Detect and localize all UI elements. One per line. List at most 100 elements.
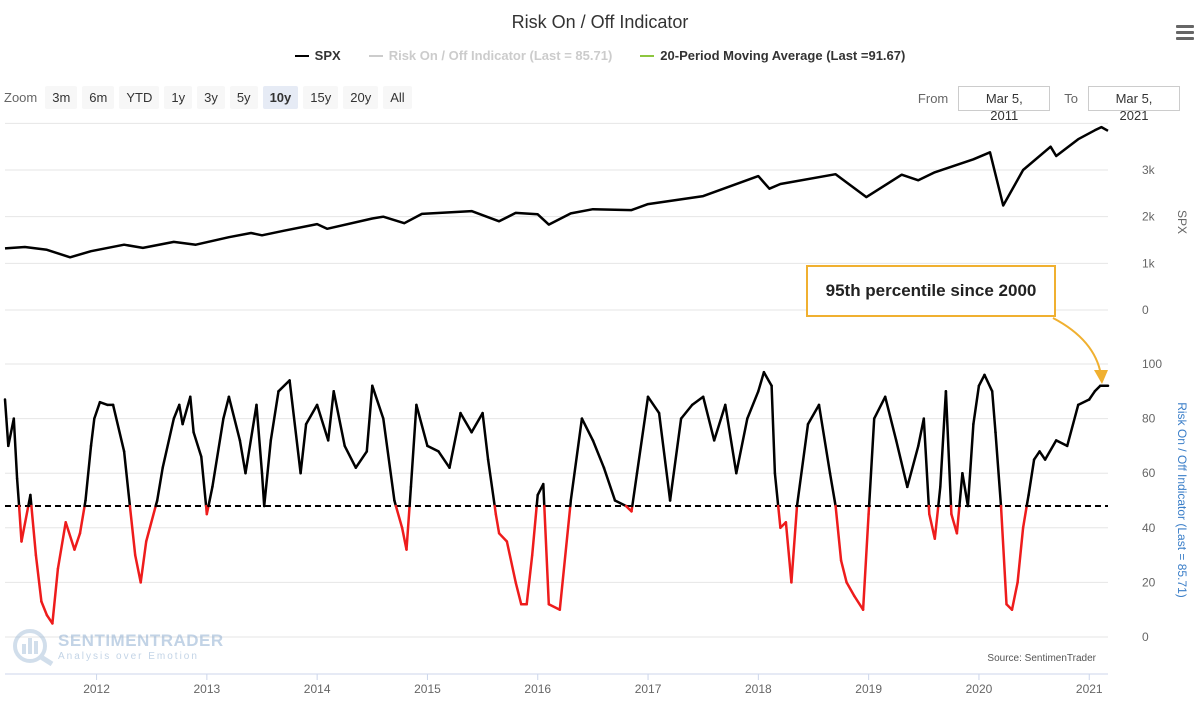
- risk-series-segment: [966, 422, 975, 508]
- legend-item-spx[interactable]: SPX: [294, 48, 341, 63]
- risk-series-segment: [493, 504, 498, 516]
- risk-series-segment: [161, 417, 176, 469]
- risk-series-segment: [15, 477, 21, 508]
- risk-series-segment: [93, 400, 102, 420]
- risk-series-segment: [365, 384, 374, 453]
- zoom-button-ytd[interactable]: YTD: [119, 86, 160, 109]
- zoom-button-3y[interactable]: 3y: [197, 86, 225, 109]
- risk-series-segment: [773, 471, 780, 508]
- x-tick-label: 2020: [966, 682, 993, 696]
- risk-series-segment: [525, 553, 534, 606]
- legend-swatch-risk-indicator: [368, 54, 383, 57]
- spx-tick-label: 2k: [1142, 210, 1156, 224]
- risk-series-segment: [1021, 504, 1028, 530]
- legend-swatch-moving-average: [640, 54, 655, 57]
- risk-series-segment: [408, 485, 413, 508]
- legend-label-spx: SPX: [314, 48, 341, 63]
- risk-series-segment: [382, 417, 396, 502]
- risk-series-segment: [746, 390, 760, 420]
- risk-series-segment: [1032, 450, 1041, 461]
- zoom-button-5y[interactable]: 5y: [229, 86, 258, 109]
- risk-series-segment: [817, 403, 832, 475]
- risk-series-segment: [580, 417, 595, 442]
- zoom-button-6m[interactable]: 6m: [82, 86, 115, 109]
- risk-tick-label: 40: [1142, 521, 1156, 535]
- x-tick-label: 2018: [745, 682, 772, 696]
- risk-tick-label: 60: [1142, 466, 1156, 480]
- risk-series-segment: [591, 439, 606, 469]
- watermark-logo-icon: [13, 629, 54, 666]
- risk-series-segment: [56, 521, 67, 571]
- risk-series-segment: [3, 398, 10, 448]
- risk-series-segment: [73, 532, 82, 551]
- risk-series-segment: [961, 471, 970, 508]
- risk-series-segment: [613, 499, 628, 508]
- series-layer: [3, 125, 1110, 625]
- risk-series-segment: [459, 411, 473, 434]
- risk-series-segment: [839, 559, 848, 584]
- legend-item-moving-average[interactable]: 20-Period Moving Average (Last =91.67): [640, 48, 905, 63]
- risk-series-segment: [315, 403, 330, 442]
- risk-series-segment: [144, 504, 157, 543]
- zoom-button-10y[interactable]: 10y: [262, 86, 299, 109]
- risk-series-segment: [30, 504, 38, 557]
- zoom-button-20y[interactable]: 20y: [343, 86, 379, 109]
- zoom-button-15y[interactable]: 15y: [303, 86, 339, 109]
- risk-series-segment: [207, 485, 214, 508]
- annotation-arrow: [1052, 317, 1102, 376]
- spx-tick-label: 1k: [1142, 256, 1156, 270]
- date-range: From Mar 5, 2011 To Mar 5, 2021: [917, 86, 1180, 123]
- zoom-button-3m[interactable]: 3m: [45, 86, 78, 109]
- annotation-callout: 95th percentile since 2000: [806, 265, 1056, 317]
- risk-series-segment: [602, 466, 617, 502]
- risk-series-segment: [211, 417, 225, 489]
- risk-series-segment: [1054, 439, 1069, 448]
- risk-series-segment: [1016, 526, 1025, 584]
- risk-tick-label: 20: [1142, 575, 1156, 589]
- risk-series-segment: [122, 450, 132, 508]
- risk-series-segment: [51, 567, 60, 625]
- risk-series-segment: [98, 400, 109, 407]
- risk-series-segment: [983, 373, 994, 393]
- zoom-button-1y[interactable]: 1y: [164, 86, 193, 109]
- zoom-button-all[interactable]: All: [383, 86, 412, 109]
- risk-series-segment: [735, 417, 749, 475]
- spx-axis-title: SPX: [1175, 210, 1189, 234]
- risk-series-segment: [994, 431, 1003, 508]
- risk-series-segment: [200, 455, 208, 508]
- risk-series-segment: [806, 403, 821, 426]
- risk-series-segment: [172, 403, 181, 420]
- risk-series-segment: [354, 450, 369, 469]
- x-tick-label: 2015: [414, 682, 441, 696]
- risk-series-segment: [470, 411, 484, 434]
- risk-series-segment: [1038, 450, 1047, 461]
- zoom-label: Zoom: [4, 90, 38, 105]
- x-tick-label: 2014: [304, 682, 331, 696]
- risk-series-segment: [939, 390, 948, 489]
- legend-item-risk-indicator[interactable]: Risk On / Off Indicator (Last = 85.71): [368, 48, 612, 63]
- risk-series-segment: [872, 395, 887, 420]
- risk-series-segment: [990, 390, 997, 434]
- risk-series-segment: [657, 411, 672, 502]
- risk-series-segment: [1027, 458, 1036, 497]
- risk-series-segment: [542, 482, 546, 508]
- spx-series-line: [4, 125, 1109, 259]
- to-date-input[interactable]: Mar 5, 2021: [1088, 86, 1180, 123]
- risk-series-segment: [701, 395, 716, 442]
- hamburger-menu-icon[interactable]: [1176, 25, 1194, 41]
- risk-series-segment: [505, 540, 517, 584]
- risk-series-segment: [1025, 493, 1030, 508]
- risk-series-segment: [762, 370, 773, 388]
- watermark: SENTIMENTRADER Analysis over Emotion: [10, 626, 224, 666]
- risk-series-segment: [299, 422, 308, 475]
- from-label: From: [917, 91, 949, 106]
- spx-tick-label: 3k: [1142, 163, 1156, 177]
- risk-tick-label: 80: [1142, 412, 1156, 426]
- spx-axis: 0 1k 2k 3k SPX: [1142, 163, 1189, 317]
- risk-series-segment: [944, 390, 953, 508]
- risk-series-segment: [12, 417, 19, 480]
- risk-series-segment: [34, 553, 43, 603]
- to-label: To: [1064, 91, 1078, 106]
- risk-axis: 0 20 40 60 80 100 Risk On / Off Indicator (Las…: [1142, 357, 1189, 644]
- from-date-input[interactable]: Mar 5, 2011: [958, 86, 1051, 123]
